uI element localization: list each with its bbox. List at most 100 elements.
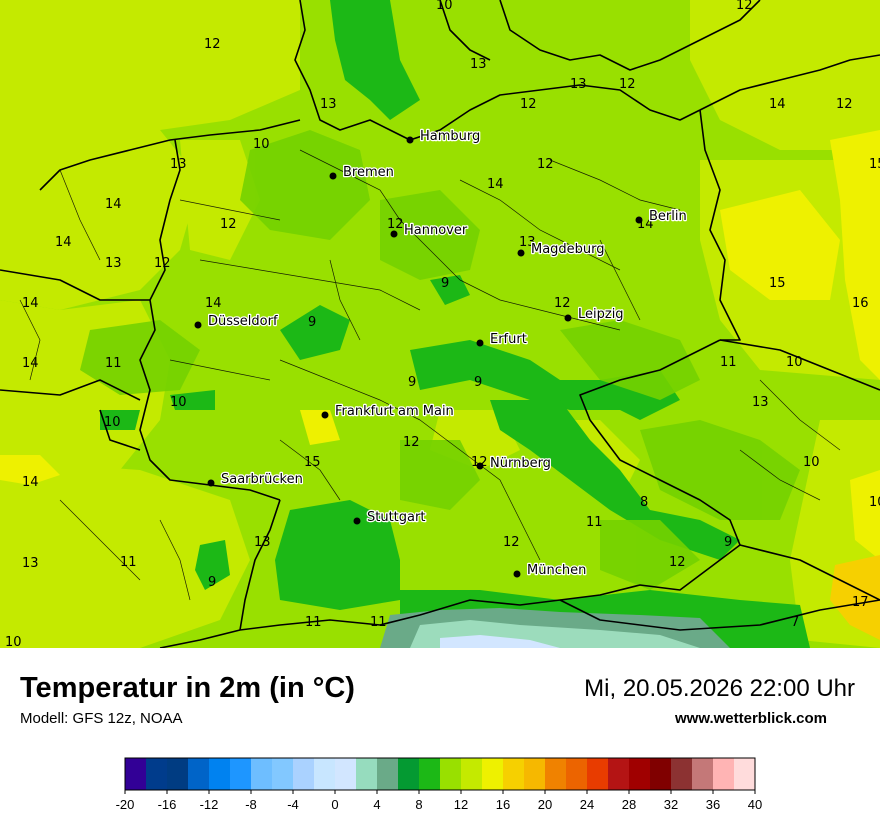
value-label: 16 [852,296,869,311]
color-scale-ticks: -20 -16 -12 -8 -4 0 4 8 12 16 20 24 28 32 36 40 [116,790,762,812]
value-label: 9 [724,535,732,550]
color-scale-cell [125,758,147,790]
city-hamburg: Hamburg [406,128,482,145]
value-label: 11 [305,615,322,630]
yellow-regions [0,130,880,560]
color-scale-tick-label: 0 [331,797,338,812]
value-label: 13 [170,157,187,172]
value-label: 11 [586,515,603,530]
color-scale-cell [209,758,231,790]
city-dot [321,411,329,419]
city-saarbruecken: Saarbrücken [207,471,304,488]
value-label: 10 [5,635,22,648]
value-label: 8 [640,495,648,510]
value-label: 12 [204,37,221,52]
legend-footer: Temperatur in 2m (in °C) Modell: GFS 12z… [0,648,880,830]
color-scale-cell [188,758,210,790]
color-scale-cell [314,758,336,790]
lime-regions [0,0,880,648]
color-scale-cell [524,758,546,790]
color-scale-cell [461,758,483,790]
color-scale-tick-label: 12 [454,797,468,812]
city-label: Hannover [404,223,468,238]
color-scale-tick-label: -8 [245,797,257,812]
color-scale-tick-label: 32 [664,797,678,812]
value-label: 12 [619,77,636,92]
city-label: Saarbrücken [221,472,303,487]
value-label: 9 [441,276,449,291]
color-scale-tick-label: 4 [373,797,380,812]
value-label: 12 [520,97,537,112]
color-scale-cell [167,758,189,790]
value-label: 14 [769,97,786,112]
value-labels: 10 12 12 13 13 12 13 14 12 12 15 10 13 1… [5,0,880,648]
city-label: Düsseldorf [208,314,278,329]
city-frankfurt: Frankfurt am Main [321,403,455,420]
warm-regions [830,555,880,640]
color-scale-tick-label: 24 [580,797,594,812]
city-dot [207,479,215,487]
color-scale-cell [650,758,672,790]
city-bremen: Bremen [329,164,395,181]
alpine-cold-regions [380,608,730,648]
value-label: 14 [487,177,504,192]
value-label: 13 [105,256,122,271]
color-scale-cell [335,758,357,790]
value-label: 12 [836,97,853,112]
city-nuernberg: Nürnberg [476,455,552,472]
city-magdeburg: Magdeburg [517,241,606,258]
color-scale-tick-label: -12 [200,797,219,812]
value-label: 13 [470,57,487,72]
city-label: Berlin [649,209,687,224]
city-label: München [527,563,586,578]
color-scale-cell [671,758,693,790]
color-scale-cell [629,758,651,790]
value-label: 17 [852,595,869,610]
value-label: 15 [769,276,786,291]
color-scale-cell [356,758,378,790]
value-label: 11 [370,615,387,630]
city-dot [329,172,337,180]
city-markers: Hamburg Bremen Berlin Hannover Magdeburg… [194,128,688,579]
color-scale-tick-label: -4 [287,797,299,812]
color-scale-cell [545,758,567,790]
model-info: Modell: GFS 12z, NOAA [20,710,183,727]
value-label: 10 [869,495,880,510]
color-scale-tick-label: -20 [116,797,135,812]
color-scale-cell [608,758,630,790]
city-label: Leipzig [578,307,624,322]
color-scale-cell [692,758,714,790]
color-scale-cell [566,758,588,790]
value-label: 10 [786,355,803,370]
city-label: Hamburg [420,129,480,144]
value-label: 12 [387,217,404,232]
value-label: 12 [154,256,171,271]
city-dot [476,339,484,347]
value-label: 9 [474,375,482,390]
color-scale-cell [482,758,504,790]
color-scale-cell [503,758,525,790]
color-scale-cell [398,758,420,790]
city-berlin: Berlin [635,208,688,225]
state-borders [19,149,841,601]
value-label: 9 [308,315,316,330]
city-label: Erfurt [490,332,527,347]
city-dot [194,321,202,329]
value-label: 10 [803,455,820,470]
value-label: 15 [869,157,880,172]
color-scale-cell [734,758,756,790]
city-dot [513,570,521,578]
value-label: 13 [570,77,587,92]
value-label: 12 [503,535,520,550]
value-label: 13 [320,97,337,112]
value-label: 13 [254,535,271,550]
value-label: 9 [208,575,216,590]
color-scale: -20 -16 -12 -8 -4 0 4 8 12 16 20 24 28 32 36 40 [116,757,762,812]
value-label: 10 [170,395,187,410]
value-label: 12 [554,296,571,311]
forecast-datetime: Mi, 20.05.2026 22:00 Uhr [584,675,855,702]
value-label: 7 [791,615,799,630]
city-dot [406,136,414,144]
website-label: www.wetterblick.com [675,710,827,727]
city-erfurt: Erfurt [476,331,528,348]
